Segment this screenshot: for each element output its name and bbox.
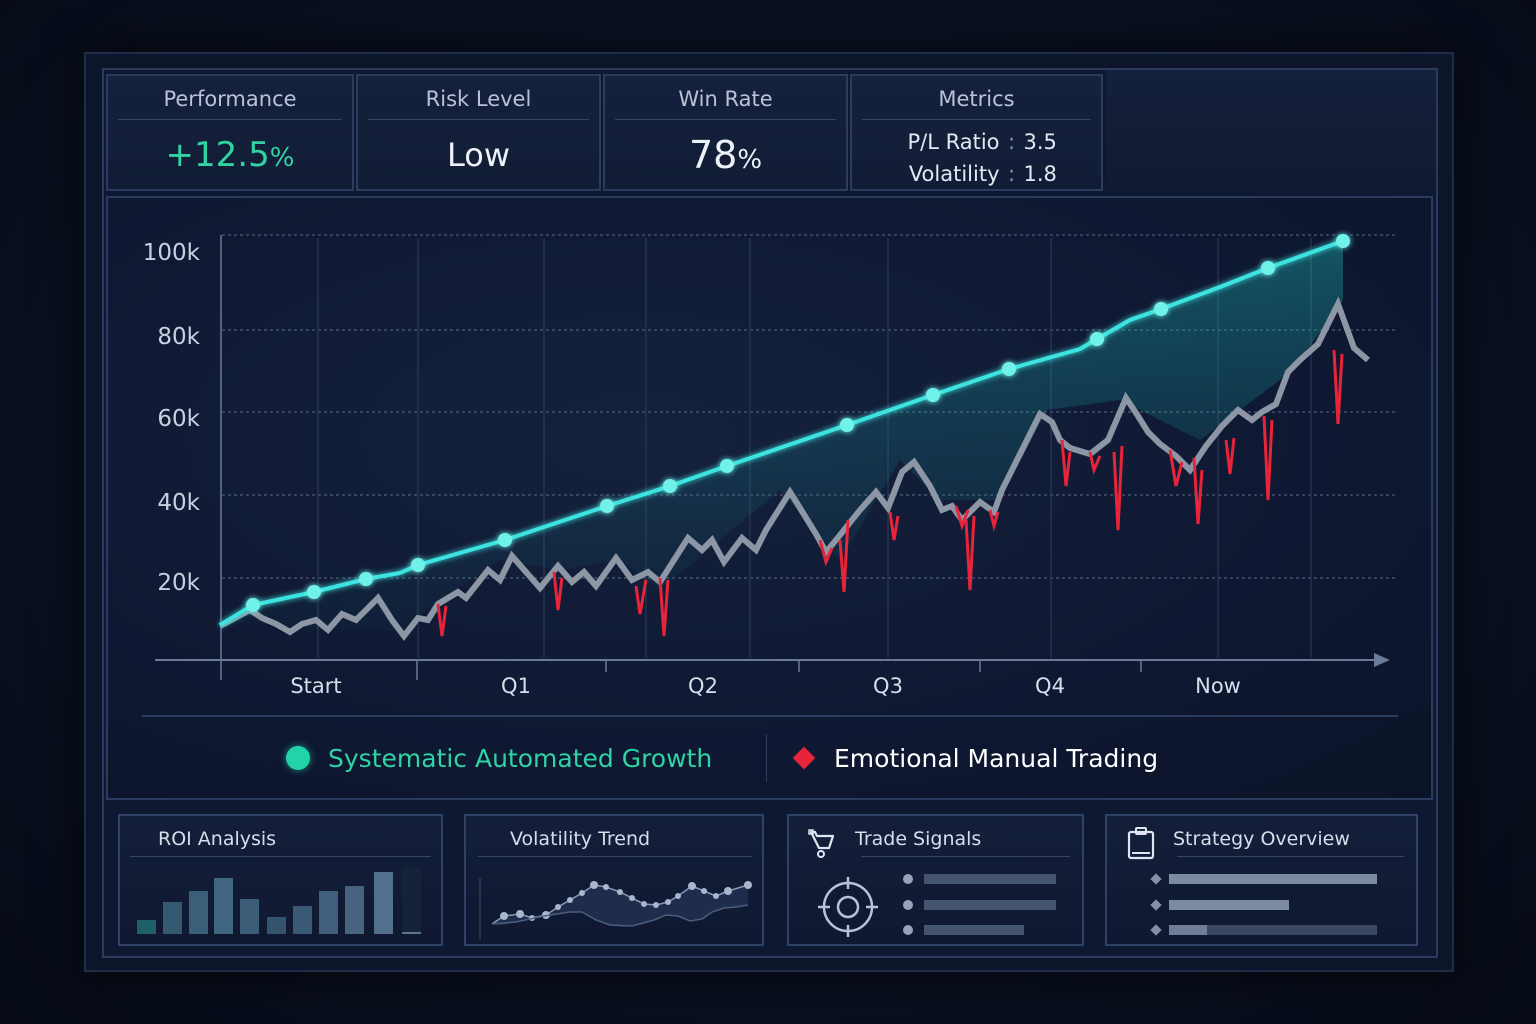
win-rate-value: 78% (688, 133, 763, 177)
strategy-bar-track (1169, 925, 1377, 935)
y-tick-40k: 40k (157, 490, 200, 516)
roi-bar (137, 920, 156, 934)
metric-pl-ratio: P/L Ratio : 3.5 (907, 130, 1057, 154)
divider (861, 856, 1070, 857)
target-icon (818, 877, 878, 937)
metrics-list: P/L Ratio : 3.5 Volatility : 1.8 (852, 126, 1101, 190)
divider (478, 856, 752, 857)
metrics-card[interactable]: Metrics P/L Ratio : 3.5 Volatility : 1.8 (850, 74, 1103, 191)
x-tick-start: Start (290, 674, 342, 698)
roi-bar (293, 906, 312, 934)
roi-bar (163, 902, 182, 934)
legend-divider (766, 734, 767, 782)
strategy-bar-fill (1169, 925, 1207, 935)
volatility-trend-title: Volatility Trend (510, 828, 651, 850)
roi-bar (402, 868, 421, 934)
roi-bar (374, 872, 393, 934)
diamond-bullet-icon (1150, 899, 1162, 911)
performance-card[interactable]: Performance +12.5% (106, 74, 354, 191)
signal-bar (924, 874, 1056, 884)
diamond-bullet-icon (1150, 924, 1162, 936)
risk-level-value: Low (446, 136, 510, 174)
x-tick-q2: Q2 (688, 674, 718, 698)
volatility-trend-card[interactable]: Volatility Trend (464, 814, 764, 946)
divider (130, 856, 431, 857)
signal-bar (924, 925, 1024, 935)
manual-trading-line (218, 296, 1370, 641)
x-axis-arrow-icon (1374, 653, 1390, 667)
circle-marker-icon (286, 746, 310, 770)
performance-title: Performance (118, 86, 342, 120)
win-rate-title: Win Rate (615, 86, 836, 120)
signal-bar (924, 900, 1056, 910)
roi-bar (240, 899, 259, 934)
metrics-title: Metrics (862, 86, 1091, 120)
strategy-bar (1169, 900, 1289, 910)
roi-bar (267, 917, 286, 934)
strategy-bar (1169, 874, 1377, 884)
trade-signals-card[interactable]: Trade Signals (787, 814, 1084, 946)
risk-level-card[interactable]: Risk Level Low (356, 74, 601, 191)
systematic-markers (246, 234, 1350, 612)
bullet-icon (903, 874, 913, 884)
bullet-icon (903, 900, 913, 910)
y-tick-60k: 60k (157, 406, 200, 432)
divider (1177, 856, 1404, 857)
x-tick-q3: Q3 (873, 674, 903, 698)
legend-item-systematic[interactable]: Systematic Automated Growth (286, 738, 712, 778)
roi-bar (319, 891, 338, 934)
diamond-marker-icon (792, 746, 816, 770)
roi-bar-chart (137, 864, 427, 934)
y-tick-80k: 80k (157, 324, 200, 350)
roi-bar (189, 891, 208, 934)
roi-analysis-card[interactable]: ROI Analysis (118, 814, 443, 946)
strategy-overview-card[interactable]: Strategy Overview (1105, 814, 1418, 946)
clipboard-icon (1127, 827, 1155, 860)
legend-label-manual: Emotional Manual Trading (834, 743, 1159, 773)
strategy-overview-title: Strategy Overview (1173, 828, 1350, 850)
bullet-icon (903, 925, 913, 935)
header-empty-space (1106, 70, 1436, 192)
y-tick-20k: 20k (157, 570, 200, 596)
x-tick-q1: Q1 (501, 674, 531, 698)
y-tick-100k: 100k (142, 240, 200, 266)
diamond-bullet-icon (1150, 873, 1162, 885)
roi-bar (214, 878, 233, 934)
x-axis-ticks (416, 660, 1142, 680)
metric-volatility: Volatility : 1.8 (908, 162, 1057, 186)
x-tick-now: Now (1195, 674, 1241, 698)
win-rate-card[interactable]: Win Rate 78% (603, 74, 848, 191)
x-tick-q4: Q4 (1035, 674, 1065, 698)
risk-level-title: Risk Level (368, 86, 589, 120)
roi-bar (345, 886, 364, 934)
legend-item-manual[interactable]: Emotional Manual Trading (792, 738, 1159, 778)
cart-icon (808, 829, 835, 858)
performance-value: +12.5% (165, 135, 295, 175)
legend-label-systematic: Systematic Automated Growth (328, 743, 713, 773)
trade-signals-title: Trade Signals (855, 828, 982, 850)
manual-drawdown-spikes (436, 349, 1344, 637)
systematic-growth-line (218, 239, 1344, 627)
systematic-area-fill (220, 241, 1343, 630)
volatility-sparkline (479, 878, 752, 940)
roi-analysis-title: ROI Analysis (158, 828, 277, 850)
